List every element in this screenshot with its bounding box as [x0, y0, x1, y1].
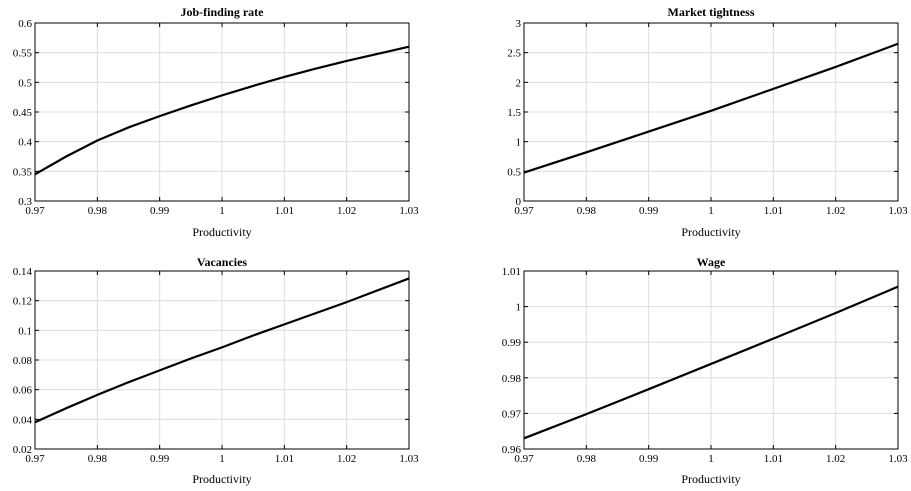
panel-wage: Wage Productivity 0.97 0.98 0.99 1 1.01 1.02 1…	[502, 255, 908, 486]
y-tick-label: 0.4	[18, 137, 32, 149]
x-tick-label: 1.03	[399, 453, 419, 465]
axes-frame	[523, 22, 899, 202]
y-tick-label: 1	[516, 137, 522, 149]
y-tick-label: 0.5	[18, 77, 32, 89]
panel-vacancies: Vacancies Productivity 0.97 0.98 0.99 1 1.01…	[13, 255, 419, 486]
x-tick-label: 1.01	[275, 205, 294, 217]
y-tick-label: 0.06	[13, 385, 33, 397]
y-tick-label: 0.04	[13, 414, 33, 426]
y-tick-label: 0.14	[13, 266, 33, 278]
x-axis-ticks: 0.97 0.98 0.99 1 1.01 1.02 1.03	[514, 23, 908, 217]
x-axis-label: Productivity	[681, 472, 740, 486]
y-tick-label: 0	[516, 196, 522, 208]
x-tick-label: 0.98	[577, 205, 597, 217]
x-tick-label: 0.99	[639, 453, 659, 465]
y-axis-ticks: 0.96 0.97 0.98 0.99 1 1.01	[502, 266, 898, 456]
y-tick-label: 0.35	[13, 166, 33, 178]
y-tick-label: 1	[516, 302, 522, 314]
y-tick-label: 2.5	[507, 48, 521, 60]
y-tick-label: 0.97	[502, 408, 522, 420]
x-tick-label: 1.01	[764, 205, 783, 217]
grid	[34, 22, 410, 202]
y-tick-label: 0.55	[13, 48, 33, 60]
chart-title: Vacancies	[197, 255, 248, 269]
y-tick-label: 0.45	[13, 107, 33, 119]
x-tick-label: 0.97	[514, 205, 534, 217]
x-axis-ticks: 0.97 0.98 0.99 1 1.01 1.02 1.03	[514, 271, 908, 465]
y-tick-label: 3	[516, 18, 522, 30]
grid	[34, 270, 410, 450]
y-tick-label: 0.96	[502, 444, 522, 456]
x-axis-label: Productivity	[681, 225, 740, 239]
y-tick-label: 0.1	[18, 325, 32, 337]
x-axis-ticks: 0.97 0.98 0.99 1 1.01 1.02 1.03	[25, 271, 419, 465]
y-tick-label: 0.99	[502, 337, 522, 349]
x-tick-label: 0.99	[150, 453, 170, 465]
x-tick-label: 1.02	[826, 453, 845, 465]
chart-title: Wage	[697, 255, 726, 269]
chart-title: Job-finding rate	[180, 5, 264, 19]
x-tick-label: 1.03	[399, 205, 419, 217]
y-tick-label: 0.3	[18, 196, 32, 208]
grid	[523, 22, 899, 202]
y-tick-label: 0.6	[18, 18, 32, 30]
x-tick-label: 1	[708, 205, 714, 217]
x-tick-label: 1.01	[764, 453, 783, 465]
x-tick-label: 0.97	[514, 453, 534, 465]
y-axis-ticks: 0 0.5 1 1.5 2 2.5 3	[507, 18, 898, 208]
y-axis-ticks: 0.3 0.35 0.4 0.45 0.5 0.55 0.6	[13, 18, 409, 208]
y-axis-ticks: 0.02 0.04 0.06 0.08 0.1 0.12 0.14	[13, 266, 409, 456]
x-tick-label: 0.98	[577, 453, 597, 465]
x-tick-label: 1	[219, 205, 225, 217]
x-tick-label: 0.98	[88, 205, 108, 217]
x-tick-label: 0.99	[639, 205, 659, 217]
y-tick-label: 0.12	[13, 296, 32, 308]
chart-title: Market tightness	[668, 5, 755, 19]
series-line	[523, 285, 899, 440]
panel-market-tightness: Market tightness Productivity 0.97 0.98 0.…	[507, 5, 908, 239]
x-tick-label: 1.02	[337, 205, 356, 217]
x-tick-label: 0.97	[25, 453, 45, 465]
y-tick-label: 1.5	[507, 107, 521, 119]
y-tick-label: 0.08	[13, 355, 33, 367]
y-tick-label: 2	[516, 77, 522, 89]
axes-frame	[523, 270, 899, 450]
panel-job-finding-rate: Job-finding rate Productivity 0.97 0.98 0.…	[13, 5, 419, 239]
y-tick-label: 1.01	[502, 266, 521, 278]
x-tick-label: 1	[708, 453, 714, 465]
x-tick-label: 1.03	[888, 205, 908, 217]
x-tick-label: 0.97	[25, 205, 45, 217]
x-axis-label: Productivity	[192, 225, 251, 239]
x-tick-label: 1	[219, 453, 225, 465]
x-tick-label: 1.02	[337, 453, 356, 465]
y-tick-label: 0.02	[13, 444, 32, 456]
x-tick-label: 1.03	[888, 453, 908, 465]
grid	[523, 270, 899, 450]
y-tick-label: 0.98	[502, 373, 522, 385]
series-line	[523, 42, 899, 174]
x-tick-label: 0.98	[88, 453, 108, 465]
x-axis-label: Productivity	[192, 472, 251, 486]
y-tick-label: 0.5	[507, 166, 521, 178]
x-tick-label: 1.02	[826, 205, 845, 217]
x-tick-label: 0.99	[150, 205, 170, 217]
series-line	[34, 277, 410, 424]
x-axis-ticks: 0.97 0.98 0.99 1 1.01 1.02 1.03	[25, 23, 419, 217]
axes-frame	[34, 270, 410, 450]
series-line	[34, 45, 410, 176]
axes-frame	[34, 22, 410, 202]
x-tick-label: 1.01	[275, 453, 294, 465]
